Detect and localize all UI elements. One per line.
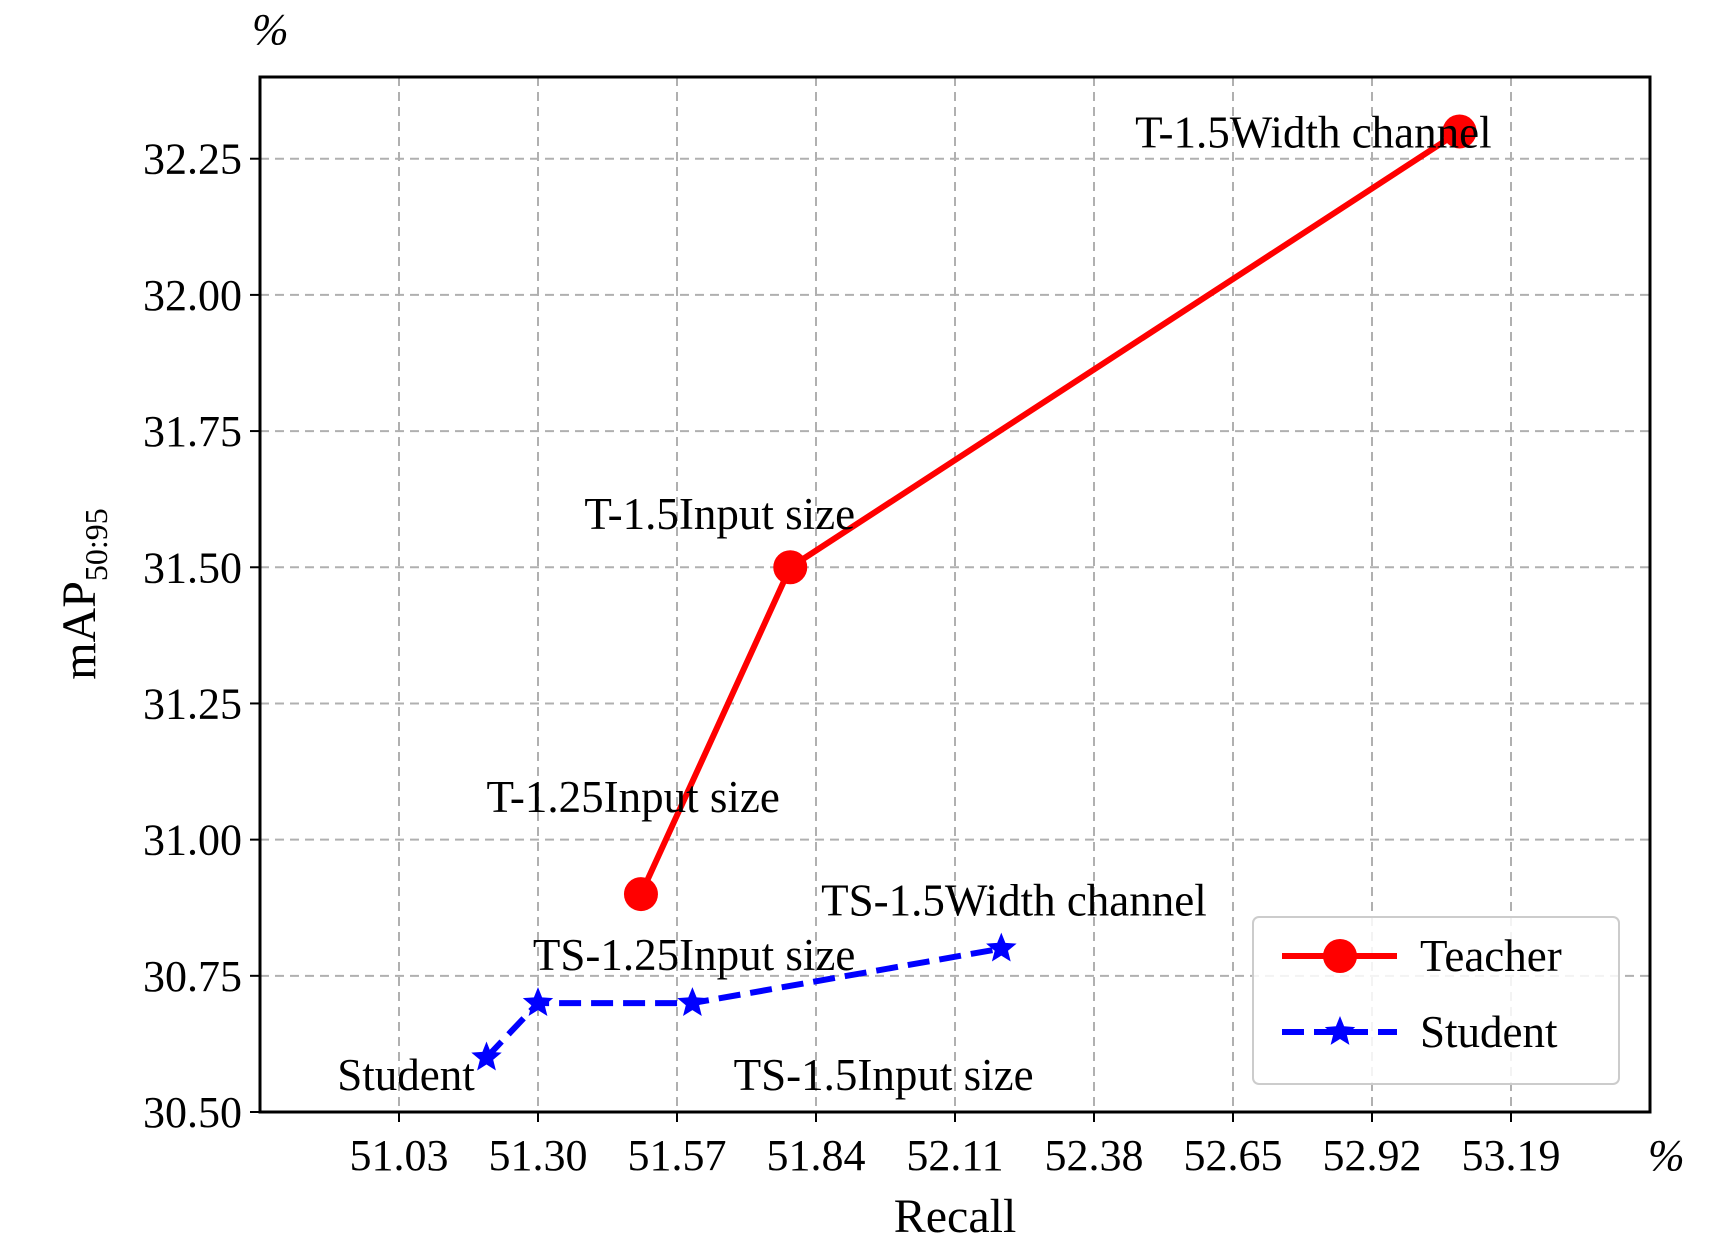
annotation-label: TS-1.5Width channel — [821, 876, 1207, 926]
legend-teacher-marker — [1323, 939, 1357, 973]
x-tick-label: 52.11 — [906, 1131, 1003, 1180]
y-tick-label: 31.75 — [143, 407, 242, 456]
x-tick-label: 51.57 — [628, 1131, 727, 1180]
legend-student-label: Student — [1420, 1007, 1558, 1057]
grid — [260, 77, 1650, 1113]
annotation-label: T-1.5Input size — [584, 489, 855, 539]
annotation-label: T-1.25Input size — [487, 772, 780, 822]
series-point-student — [522, 987, 554, 1016]
axis-ticks: 51.03 51.30 51.57 51.84 52.11 52.38 52.65 52.92… — [143, 135, 1561, 1180]
y-axis-title-subscript: 50:95 — [78, 508, 114, 581]
series-layer — [471, 114, 1477, 1071]
series-point-student — [986, 932, 1017, 962]
series-point-teacher — [623, 877, 658, 912]
annotation-label: Student — [337, 1050, 475, 1100]
series-line-student — [484, 945, 1002, 1060]
y-tick-label: 30.50 — [143, 1088, 242, 1137]
x-tick-label: 51.30 — [489, 1131, 588, 1180]
legend: Teacher Student — [1252, 916, 1620, 1085]
y-axis-title: mAP50:95 — [53, 508, 114, 680]
annotation-label: TS-1.5Input size — [734, 1050, 1034, 1100]
x-tick-label: 51.03 — [350, 1131, 449, 1180]
series-point-teacher — [1442, 114, 1477, 149]
y-tick-label: 31.00 — [143, 816, 242, 865]
y-tick-label: 31.50 — [143, 543, 242, 592]
annotation-label: TS-1.25Input size — [533, 930, 855, 980]
x-unit-label: % — [1648, 1131, 1685, 1180]
y-tick-label: 32.25 — [143, 135, 242, 184]
y-axis-title-main: mAP — [53, 581, 106, 680]
y-tick-label: 30.75 — [143, 952, 242, 1001]
y-tick-label: 32.00 — [143, 271, 242, 320]
legend-teacher-label: Teacher — [1420, 931, 1562, 981]
x-axis-title: Recall — [894, 1190, 1017, 1240]
x-tick-label: 52.38 — [1045, 1131, 1144, 1180]
series-point-student — [677, 987, 708, 1016]
legend-student-marker — [1324, 1016, 1356, 1045]
annotation-label: T-1.5Width channel — [1135, 107, 1491, 157]
series-point-teacher — [773, 550, 808, 585]
annotations: T-1.5Width channel T-1.5Input size T-1.25I… — [337, 107, 1491, 1099]
x-tick-label: 51.84 — [767, 1131, 866, 1180]
y-unit-label: % — [252, 5, 289, 54]
series-point-student — [471, 1041, 502, 1071]
y-tick-label: 31.25 — [143, 679, 242, 728]
x-tick-label: 53.19 — [1462, 1131, 1561, 1180]
x-tick-label: 52.92 — [1323, 1131, 1422, 1180]
x-tick-label: 52.65 — [1184, 1131, 1283, 1180]
